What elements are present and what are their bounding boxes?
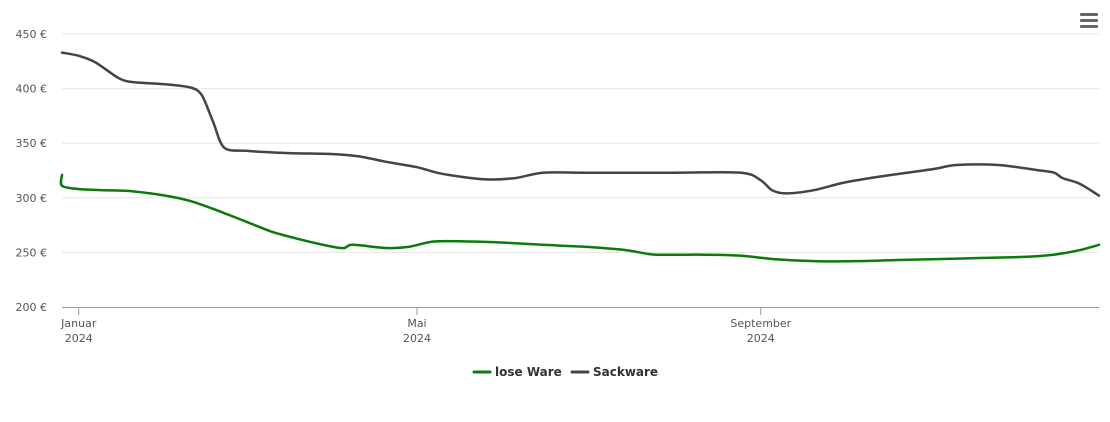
y-tick-label: 400 € xyxy=(16,83,48,96)
legend-label: Sackware xyxy=(593,365,658,379)
x-axis: Januar 2024 Mai 2024 September 2024 xyxy=(60,307,1099,345)
y-tick-label: 350 € xyxy=(16,137,48,150)
y-axis: 200 € 250 € 300 € 350 € 400 € 450 € xyxy=(16,28,48,314)
legend-item-lose-ware[interactable]: lose Ware xyxy=(472,365,562,379)
x-tick-year: 2024 xyxy=(403,332,431,345)
y-tick-label: 200 € xyxy=(16,301,48,314)
x-tick-year: 2024 xyxy=(65,332,93,345)
series-line-sackware xyxy=(60,51,1101,197)
x-tick-month: Mai xyxy=(407,317,426,330)
y-tick-label: 250 € xyxy=(16,246,48,259)
legend: lose Ware Sackware xyxy=(472,365,658,379)
legend-item-sackware[interactable]: Sackware xyxy=(570,365,658,379)
x-tick-year: 2024 xyxy=(747,332,775,345)
grid-lines xyxy=(62,33,1099,253)
legend-label: lose Ware xyxy=(495,365,562,379)
y-tick-label: 450 € xyxy=(16,28,48,41)
hamburger-menu-icon[interactable] xyxy=(1080,13,1098,29)
y-tick-label: 300 € xyxy=(16,192,48,205)
x-tick-month: September xyxy=(730,317,791,330)
x-tick-month: Januar xyxy=(60,317,97,330)
series-line-lose-ware xyxy=(59,173,1101,263)
series-lines xyxy=(59,51,1101,263)
